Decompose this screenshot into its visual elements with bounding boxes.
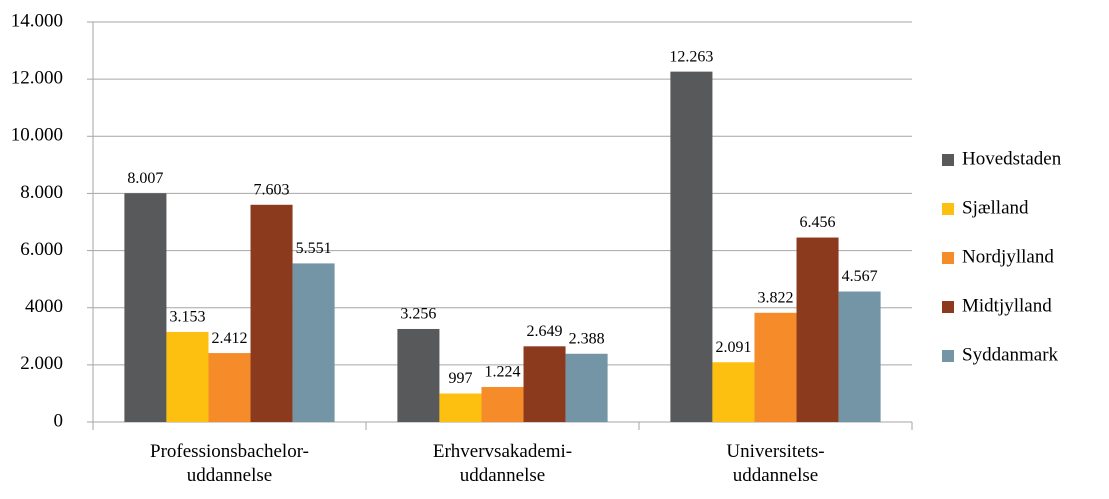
value-label: 6.456 xyxy=(800,214,836,231)
y-tick-label: 2.000 xyxy=(20,353,63,374)
bar xyxy=(481,387,524,422)
bar xyxy=(124,193,167,422)
legend-swatch xyxy=(942,350,954,362)
value-label: 4.567 xyxy=(842,268,878,285)
legend-label: Syddanmark xyxy=(962,344,1059,365)
value-label: 5.551 xyxy=(296,240,332,257)
value-label: 2.649 xyxy=(527,323,563,340)
legend-swatch xyxy=(942,203,954,215)
y-tick-label: 14.000 xyxy=(11,10,63,31)
y-tick-label: 6.000 xyxy=(20,239,63,260)
y-tick-label: 8.000 xyxy=(20,182,63,203)
bar xyxy=(796,237,839,422)
bar xyxy=(166,331,209,422)
x-tick-label: Erhvervsakademi- uddannelse xyxy=(432,441,573,486)
bar xyxy=(208,353,251,422)
y-tick-label: 0 xyxy=(54,410,64,431)
y-tick-label: 4000 xyxy=(25,296,63,317)
bar xyxy=(838,291,881,422)
bar xyxy=(670,71,713,422)
bar xyxy=(439,393,482,422)
value-label: 2.412 xyxy=(212,330,248,347)
value-label: 3.153 xyxy=(169,309,205,326)
legend-label: Midtjylland xyxy=(962,295,1052,316)
legend-label: Hovedstaden xyxy=(962,148,1062,169)
value-label: 997 xyxy=(448,370,472,387)
y-tick-label: 10.000 xyxy=(11,125,63,146)
value-label: 8.007 xyxy=(127,170,163,187)
value-label: 12.263 xyxy=(669,48,713,65)
value-label: 2.388 xyxy=(569,330,605,347)
bar xyxy=(523,346,566,422)
legend-label: Nordjylland xyxy=(962,246,1054,267)
legend-swatch xyxy=(942,154,954,166)
value-label: 3.256 xyxy=(400,306,436,323)
x-tick-label: Professionsbachelor- uddannelse xyxy=(150,441,309,486)
bar xyxy=(754,312,797,422)
value-label: 1.224 xyxy=(485,364,521,381)
value-label: 2.091 xyxy=(715,339,751,356)
legend-swatch xyxy=(942,252,954,264)
x-tick-label: Universitets- uddannelse xyxy=(726,441,825,486)
legend-swatch xyxy=(942,301,954,313)
value-label: 3.822 xyxy=(758,289,794,306)
bar xyxy=(250,204,293,422)
bar xyxy=(292,263,335,422)
y-tick-label: 12.000 xyxy=(11,68,63,89)
value-label: 7.603 xyxy=(254,181,290,198)
bar xyxy=(712,362,755,422)
legend-label: Sjælland xyxy=(962,197,1029,218)
bar xyxy=(397,328,440,422)
bar xyxy=(565,353,608,422)
